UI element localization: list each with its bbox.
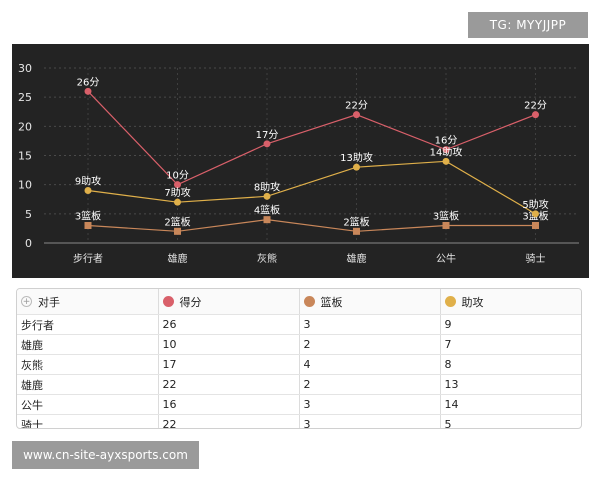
cell-rebounds: 3 bbox=[299, 414, 441, 428]
data-label: 3篮板 bbox=[75, 210, 101, 223]
data-point-circle bbox=[442, 146, 450, 154]
cell-points: 16 bbox=[158, 394, 300, 415]
x-tick-label: 公牛 bbox=[436, 252, 456, 265]
data-point-square bbox=[84, 222, 92, 229]
header-points[interactable]: 得分 bbox=[158, 289, 300, 315]
cell-rebounds: 3 bbox=[299, 394, 441, 415]
data-label: 2篮板 bbox=[164, 215, 190, 228]
y-tick-label: 10 bbox=[18, 179, 32, 192]
data-label: 10分 bbox=[166, 170, 189, 182]
cell-opponent: 步行者 bbox=[17, 314, 159, 335]
cell-rebounds: 2 bbox=[299, 374, 441, 395]
cell-opponent: 雄鹿 bbox=[17, 374, 159, 395]
header-opponent[interactable]: + 对手 bbox=[17, 289, 159, 315]
data-label: 9助攻 bbox=[75, 175, 101, 188]
data-point-square bbox=[532, 222, 539, 229]
y-tick-label: 0 bbox=[25, 237, 32, 250]
data-point-square bbox=[353, 227, 360, 235]
data-label: 4篮板 bbox=[254, 204, 280, 217]
data-point-circle bbox=[84, 87, 92, 95]
assists-legend-dot bbox=[444, 296, 456, 307]
x-tick-label: 灰熊 bbox=[257, 252, 277, 265]
cell-opponent: 公牛 bbox=[17, 394, 159, 415]
header-assists-label: 助攻 bbox=[461, 295, 484, 309]
data-label: 22分 bbox=[524, 100, 547, 112]
table-row: 雄鹿 22 2 13 bbox=[17, 374, 581, 395]
data-label: 7助攻 bbox=[164, 186, 190, 199]
data-point-square bbox=[174, 227, 181, 235]
data-point-circle bbox=[353, 111, 360, 119]
cell-assists: 7 bbox=[440, 334, 581, 355]
header-points-label: 得分 bbox=[179, 295, 202, 309]
x-tick-label: 骑士 bbox=[526, 252, 546, 265]
line-chart: 0 5 10 15 20 25 30 步行者 雄鹿 灰熊 雄鹿 公牛 骑士 26分 10分 17分 22分 16分… bbox=[12, 44, 589, 278]
data-label: 2篮板 bbox=[343, 215, 369, 228]
chart-svg: 0 5 10 15 20 25 30 步行者 雄鹿 灰熊 雄鹿 公牛 骑士 26分 10分 17分 22分 16分… bbox=[18, 62, 579, 265]
data-label: 13助攻 bbox=[340, 151, 373, 164]
table-row: 步行者 26 3 9 bbox=[17, 314, 581, 335]
y-tick-label: 5 bbox=[25, 208, 32, 221]
y-tick-label: 30 bbox=[18, 62, 32, 75]
header-assists[interactable]: 助攻 bbox=[440, 289, 581, 315]
data-label: 26分 bbox=[77, 76, 100, 88]
header-rebounds-label: 篮板 bbox=[320, 295, 343, 309]
cell-rebounds: 4 bbox=[299, 354, 441, 375]
header-opponent-label: 对手 bbox=[38, 295, 60, 309]
table-row: 公牛 16 3 14 bbox=[17, 394, 581, 415]
stats-table: + 对手 得分 篮板 bbox=[16, 288, 582, 429]
cell-points: 10 bbox=[158, 334, 300, 355]
data-label: 14助攻 bbox=[430, 145, 463, 158]
cell-assists: 14 bbox=[440, 394, 581, 415]
data-point-square bbox=[442, 222, 450, 229]
cell-opponent: 灰熊 bbox=[17, 354, 159, 375]
cell-points: 22 bbox=[158, 374, 300, 395]
cell-rebounds: 3 bbox=[299, 314, 441, 335]
cell-assists: 9 bbox=[440, 314, 581, 335]
header-rebounds[interactable]: 篮板 bbox=[299, 289, 441, 315]
cell-points: 22 bbox=[158, 414, 300, 428]
cell-points: 17 bbox=[158, 354, 300, 375]
cell-opponent: 骑士 bbox=[17, 414, 159, 428]
data-point-circle bbox=[174, 198, 181, 206]
rebounds-legend-dot bbox=[303, 296, 315, 307]
table-row: 骑士 22 3 5 bbox=[17, 414, 581, 429]
y-tick-label: 25 bbox=[18, 91, 32, 104]
series-line-1 bbox=[87, 219, 536, 232]
x-tick-label: 雄鹿 bbox=[347, 252, 367, 265]
y-tick-label: 15 bbox=[18, 150, 32, 163]
cell-assists: 8 bbox=[440, 354, 581, 375]
data-point-square bbox=[263, 216, 271, 224]
series-line-2 bbox=[87, 160, 536, 215]
x-tick-label: 步行者 bbox=[73, 252, 103, 265]
points-legend-dot bbox=[162, 296, 174, 307]
data-point-circle bbox=[263, 192, 271, 200]
data-label: 5助攻 bbox=[522, 198, 548, 211]
cell-opponent: 雄鹿 bbox=[17, 334, 159, 355]
data-point-circle bbox=[84, 187, 92, 194]
cell-assists: 5 bbox=[444, 418, 452, 429]
series-line-0 bbox=[87, 90, 536, 186]
watermark-top: TG: MYYJJPP bbox=[468, 12, 588, 38]
table-row: 雄鹿 10 2 7 bbox=[17, 334, 581, 355]
watermark-bottom: www.cn-site-ayxsports.com bbox=[12, 441, 199, 469]
data-point-circle bbox=[532, 111, 539, 119]
cell-rebounds: 2 bbox=[299, 334, 441, 355]
table-row: 灰熊 17 4 8 bbox=[17, 354, 581, 375]
x-tick-label: 雄鹿 bbox=[168, 252, 188, 265]
add-icon: + bbox=[21, 296, 32, 307]
data-point-circle bbox=[353, 163, 360, 171]
data-label: 17分 bbox=[256, 129, 279, 141]
data-label: 16分 bbox=[435, 135, 458, 147]
data-label: 8助攻 bbox=[254, 180, 280, 193]
data-label: 3篮板 bbox=[433, 210, 459, 223]
data-point-circle bbox=[263, 140, 271, 148]
cell-assists: 13 bbox=[440, 374, 581, 395]
data-point-circle bbox=[174, 181, 181, 189]
data-point-circle bbox=[442, 157, 450, 165]
cell-points: 26 bbox=[158, 314, 300, 335]
data-label: 22分 bbox=[345, 100, 368, 112]
data-point-circle bbox=[532, 210, 539, 218]
y-tick-label: 20 bbox=[18, 120, 32, 133]
table-header-row: + 对手 得分 篮板 bbox=[17, 289, 581, 315]
